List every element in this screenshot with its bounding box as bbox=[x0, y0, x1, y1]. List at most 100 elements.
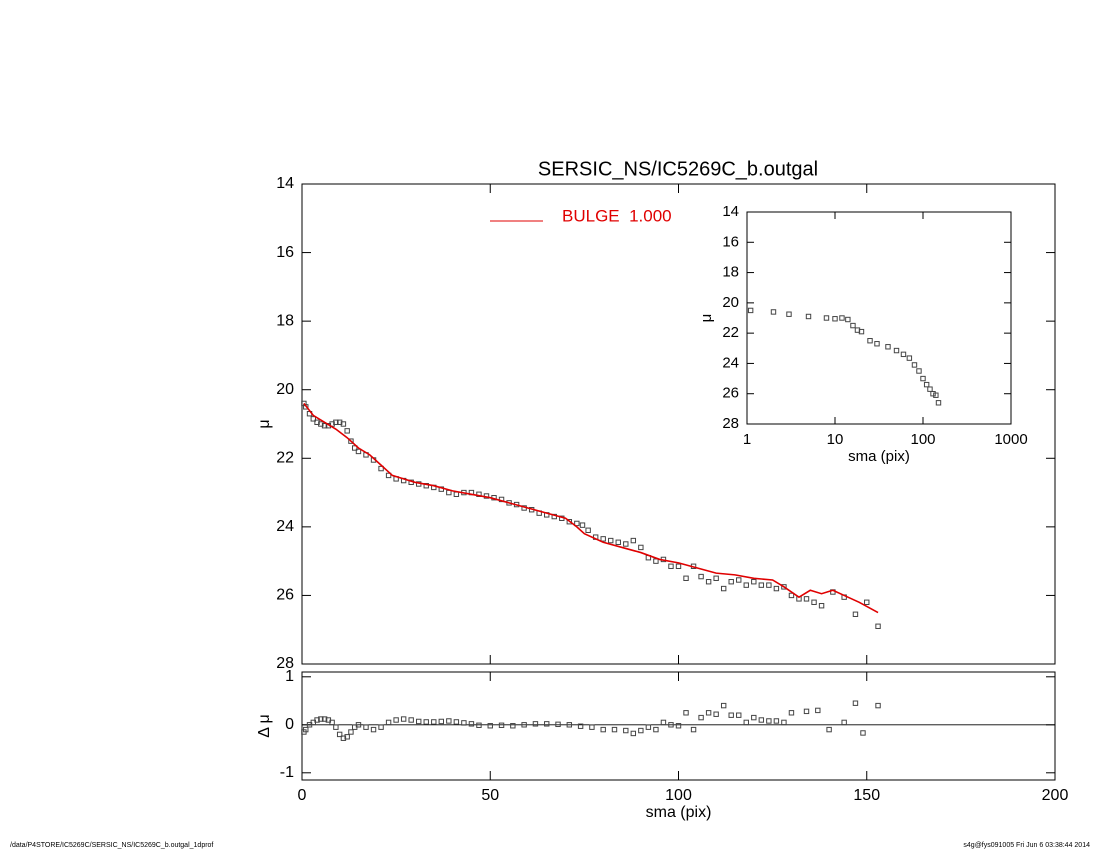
y-tick-label: 18 bbox=[276, 312, 294, 329]
data-point bbox=[579, 522, 586, 528]
data-point bbox=[935, 400, 942, 406]
x-tick-label: 100 bbox=[665, 787, 692, 804]
data-point bbox=[786, 311, 792, 317]
y-tick-label: 20 bbox=[276, 381, 294, 398]
data-point bbox=[758, 717, 765, 723]
data-point bbox=[839, 315, 845, 321]
data-point bbox=[498, 722, 505, 728]
data-point bbox=[713, 575, 719, 581]
data-point bbox=[321, 423, 328, 429]
data-point bbox=[788, 710, 795, 716]
data-point bbox=[378, 724, 384, 730]
data-point bbox=[378, 465, 384, 472]
data-point bbox=[314, 717, 320, 723]
data-point bbox=[773, 718, 780, 724]
data-point bbox=[638, 544, 644, 551]
data-point bbox=[385, 719, 392, 726]
data-point bbox=[803, 708, 810, 715]
data-point bbox=[906, 355, 913, 361]
data-point bbox=[788, 592, 795, 599]
data-point bbox=[826, 726, 832, 733]
data-point bbox=[623, 727, 629, 734]
data-point bbox=[476, 722, 482, 728]
data-point bbox=[668, 563, 674, 569]
data-point bbox=[770, 309, 777, 315]
data-point bbox=[766, 582, 772, 588]
data-point bbox=[555, 721, 561, 728]
data-point bbox=[333, 724, 339, 730]
data-point bbox=[743, 719, 749, 726]
data-point bbox=[841, 719, 847, 726]
data-point bbox=[574, 520, 580, 527]
footer-left: /data/P4STORE/IC5269C/SERSIC_NS/IC5269C_… bbox=[10, 842, 213, 849]
y-tick-label: -1 bbox=[280, 764, 294, 781]
data-point bbox=[589, 724, 595, 730]
data-point bbox=[875, 702, 881, 709]
data-point bbox=[355, 722, 362, 728]
data-point bbox=[611, 726, 618, 733]
data-point bbox=[623, 541, 629, 547]
data-point bbox=[766, 718, 772, 724]
data-point bbox=[864, 599, 870, 605]
data-point bbox=[683, 710, 689, 716]
y-tick-label: 14 bbox=[276, 175, 294, 192]
data-point bbox=[461, 720, 467, 726]
data-point bbox=[885, 344, 891, 350]
data-point bbox=[675, 563, 682, 569]
data-point bbox=[423, 719, 429, 725]
data-point bbox=[363, 724, 369, 730]
data-point bbox=[728, 579, 734, 585]
data-point bbox=[630, 730, 637, 737]
x-tick-label: 100 bbox=[910, 431, 935, 448]
data-point bbox=[544, 721, 550, 727]
data-point bbox=[532, 721, 539, 727]
x-tick-label: 0 bbox=[298, 787, 307, 804]
data-point bbox=[911, 362, 918, 368]
y-tick-label: 20 bbox=[722, 294, 739, 311]
data-point bbox=[510, 723, 516, 729]
data-point bbox=[653, 558, 659, 564]
data-point bbox=[303, 726, 309, 733]
data-point bbox=[858, 328, 865, 335]
y-tick-label: 18 bbox=[722, 264, 739, 281]
data-point bbox=[344, 428, 350, 434]
y-tick-label: 16 bbox=[276, 244, 294, 261]
data-point bbox=[453, 491, 460, 497]
chart-title: SERSIC_NS/IC5269C_b.outgal bbox=[538, 158, 818, 180]
data-point bbox=[698, 714, 704, 721]
x-tick-label: 10 bbox=[827, 431, 844, 448]
plot-frame bbox=[301, 671, 1056, 781]
data-point bbox=[705, 710, 712, 716]
data-point bbox=[675, 723, 682, 729]
data-point bbox=[615, 539, 621, 545]
data-point bbox=[758, 582, 765, 588]
data-point bbox=[815, 707, 821, 714]
data-point bbox=[344, 734, 350, 740]
x-tick-label: 1000 bbox=[994, 431, 1027, 448]
data-point bbox=[923, 381, 930, 388]
data-point bbox=[352, 445, 358, 451]
data-point bbox=[385, 472, 392, 479]
y-tick-label: 28 bbox=[722, 415, 739, 432]
y-tick-label: 22 bbox=[276, 450, 294, 467]
data-point bbox=[811, 599, 817, 605]
data-point bbox=[705, 579, 712, 585]
data-point bbox=[933, 392, 939, 398]
x-axis-label: sma (pix) bbox=[646, 804, 712, 821]
inset-background bbox=[747, 212, 1011, 424]
data-point bbox=[668, 722, 674, 728]
y-tick-label: 26 bbox=[276, 587, 294, 604]
data-point bbox=[393, 717, 399, 723]
data-point bbox=[845, 316, 851, 323]
data-point bbox=[713, 711, 719, 717]
data-point bbox=[423, 483, 429, 489]
x-tick-label: 1 bbox=[743, 431, 751, 448]
data-point bbox=[773, 585, 780, 592]
data-point bbox=[720, 702, 727, 709]
data-point bbox=[927, 386, 933, 392]
data-point bbox=[818, 603, 825, 609]
data-point bbox=[333, 419, 339, 425]
data-point bbox=[355, 448, 362, 455]
data-point bbox=[683, 575, 689, 581]
